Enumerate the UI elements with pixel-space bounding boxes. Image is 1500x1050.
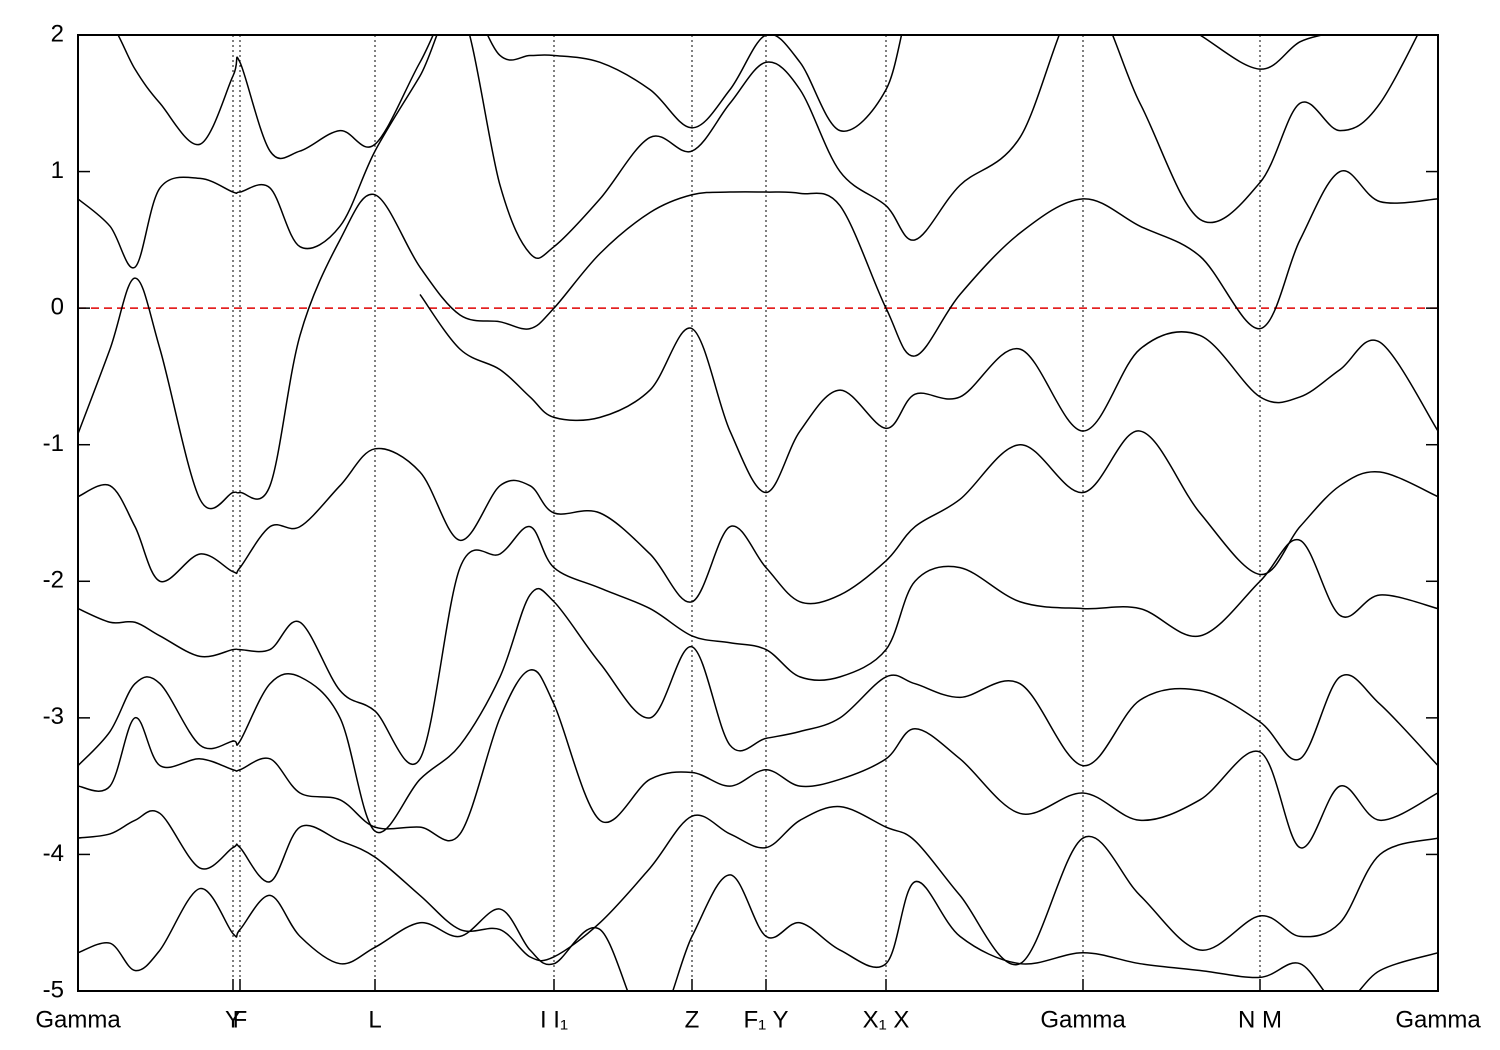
x-tick-label: F₁ Y	[744, 1006, 789, 1033]
x-tick-label: N M	[1238, 1006, 1282, 1033]
y-tick-label: -3	[43, 703, 64, 730]
band-line	[419, 294, 1438, 494]
band-line	[78, 805, 1438, 966]
plot-frame	[77, 34, 1439, 992]
x-tick-label: Z	[685, 1006, 700, 1033]
y-tick-label: 0	[51, 293, 64, 320]
band-line	[117, 35, 1325, 160]
band-line	[78, 35, 1419, 269]
x-tick-label: F	[233, 1006, 248, 1033]
y-tick-label: 2	[51, 20, 64, 47]
ticks: -5 -4 -3 -2 -1 0 1 2 Gamma YF L I I₁ Z F₁ Y X₁ X Gamma N…	[35, 20, 1481, 1033]
x-tick-label: X₁ X	[863, 1006, 910, 1033]
y-tick-label: 1	[51, 157, 64, 184]
band-line	[78, 525, 1438, 766]
band-line	[78, 587, 1438, 834]
y-tick-label: -1	[43, 430, 64, 457]
band-line	[78, 874, 1438, 991]
band-line	[78, 170, 1438, 510]
y-tick-label: -5	[43, 976, 64, 1003]
x-tick-label: L	[368, 1006, 381, 1033]
x-tick-label: I I₁	[540, 1006, 568, 1033]
y-tick-label: -4	[43, 840, 64, 867]
x-tick-label: Gamma	[1395, 1006, 1481, 1033]
y-tick-label: -2	[43, 567, 64, 594]
x-tick-label: Gamma	[1040, 1006, 1126, 1033]
bands	[78, 35, 1438, 991]
band-line	[78, 430, 1438, 605]
x-tick-label: Gamma	[35, 1006, 121, 1033]
band-line	[78, 669, 1438, 849]
x-tick-label: Y	[225, 1006, 241, 1033]
